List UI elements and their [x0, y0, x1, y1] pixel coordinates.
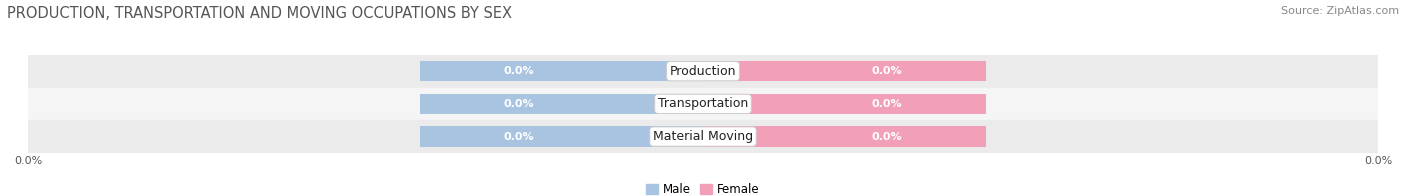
Legend: Male, Female: Male, Female [641, 178, 765, 196]
Bar [703, 94, 987, 114]
Text: 0.0%: 0.0% [872, 66, 903, 76]
Text: Source: ZipAtlas.com: Source: ZipAtlas.com [1281, 6, 1399, 16]
Text: 0.0%: 0.0% [872, 99, 903, 109]
Bar [28, 88, 1378, 120]
Bar [703, 126, 987, 147]
Bar [419, 94, 703, 114]
Text: 0.0%: 0.0% [503, 66, 534, 76]
Bar [28, 120, 1378, 153]
Text: Transportation: Transportation [658, 97, 748, 110]
Text: Material Moving: Material Moving [652, 130, 754, 143]
Text: PRODUCTION, TRANSPORTATION AND MOVING OCCUPATIONS BY SEX: PRODUCTION, TRANSPORTATION AND MOVING OC… [7, 6, 512, 21]
Text: 0.0%: 0.0% [503, 132, 534, 142]
Bar [419, 61, 703, 81]
Text: 0.0%: 0.0% [872, 132, 903, 142]
Text: 0.0%: 0.0% [503, 99, 534, 109]
Bar [28, 55, 1378, 88]
Bar [419, 126, 703, 147]
Text: Production: Production [669, 65, 737, 78]
Bar [703, 61, 987, 81]
